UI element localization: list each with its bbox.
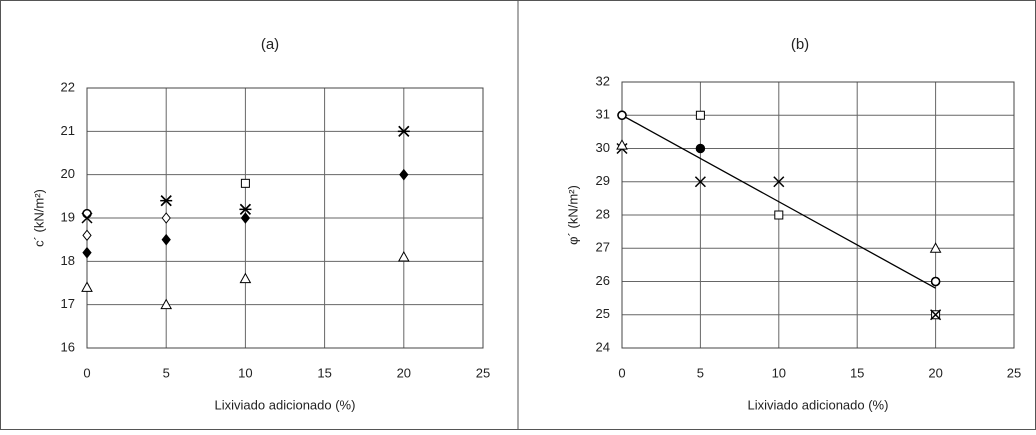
y-tick-label: 24: [596, 339, 610, 354]
data-point: [160, 298, 173, 310]
x-axis-label: Lixiviado adicionado (%): [748, 397, 889, 412]
data-point: [240, 212, 251, 224]
x-tick-label: 25: [476, 365, 490, 380]
x-tick-label: 15: [850, 365, 864, 380]
chart-title: (a): [261, 36, 279, 53]
y-tick-label: 31: [596, 107, 610, 122]
marker-part: [82, 246, 92, 259]
data-point: [397, 250, 410, 262]
data-point: [160, 195, 173, 207]
chart-title: (b): [791, 36, 809, 53]
x-tick-label: 20: [397, 365, 411, 380]
y-tick-label: 17: [61, 296, 75, 311]
marker-part: [160, 298, 173, 310]
y-tick-label: 28: [596, 206, 610, 221]
y-axis-label: φ´ (kN/m²): [565, 185, 580, 245]
y-tick-label: 19: [61, 209, 75, 224]
marker-part: [616, 139, 628, 150]
data-point: [161, 233, 171, 246]
y-tick-label: 20: [61, 166, 75, 181]
x-tick-label: 10: [772, 365, 786, 380]
data-point: [239, 272, 252, 284]
marker-part: [240, 212, 251, 224]
marker-part: [240, 178, 250, 188]
data-point: [930, 309, 942, 321]
y-tick-label: 26: [596, 273, 610, 288]
trend-line: [621, 114, 936, 289]
data-point: [774, 210, 784, 220]
data-point: [694, 176, 706, 188]
data-point: [695, 143, 706, 154]
x-tick-label: 10: [238, 365, 252, 380]
y-axis-label: c´ (kN/m²): [31, 189, 46, 247]
data-point: [239, 203, 252, 215]
data-point: [929, 242, 942, 253]
marker-part: [930, 309, 942, 321]
y-tick-label: 16: [61, 339, 75, 354]
y-tick-label: 32: [596, 73, 610, 88]
y-tick-label: 30: [596, 140, 610, 155]
marker-part: [695, 110, 705, 120]
x-tick-label: 5: [697, 365, 704, 380]
x-tick-label: 5: [163, 365, 170, 380]
data-point: [82, 246, 92, 259]
y-tick-label: 18: [61, 253, 75, 268]
data-point: [161, 212, 171, 224]
plot-frame: [621, 81, 1015, 349]
data-point: [82, 229, 92, 242]
data-point: [617, 110, 627, 120]
marker-part: [930, 276, 941, 287]
data-point: [240, 178, 250, 188]
y-tick-label: 27: [596, 240, 610, 255]
data-point: [616, 139, 628, 150]
marker-part: [397, 250, 410, 262]
marker-part: [82, 208, 92, 219]
marker-part: [239, 272, 252, 284]
marker-part: [774, 210, 784, 220]
marker-part: [773, 176, 785, 188]
x-tick-label: 0: [83, 365, 90, 380]
marker-part: [82, 229, 92, 242]
marker-part: [694, 176, 706, 188]
y-tick-label: 21: [61, 123, 75, 138]
data-point: [399, 168, 409, 181]
marker-part: [81, 212, 93, 224]
marker-part: [399, 168, 409, 181]
marker-part: [929, 242, 942, 253]
y-tick-label: 22: [61, 79, 75, 94]
data-point: [81, 212, 93, 224]
x-axis-label: Lixiviado adicionado (%): [215, 397, 356, 412]
data-point: [773, 176, 785, 188]
y-tick-label: 29: [596, 173, 610, 188]
marker-part: [81, 281, 93, 292]
x-tick-label: 25: [1007, 365, 1021, 380]
marker-part: [161, 233, 171, 246]
data-point: [82, 208, 92, 219]
data-point: [397, 125, 410, 137]
x-tick-label: 0: [618, 365, 625, 380]
x-tick-label: 15: [317, 365, 331, 380]
marker-part: [695, 143, 706, 154]
marker-part: [161, 212, 171, 224]
marker-part: [617, 110, 627, 120]
data-point: [695, 110, 705, 120]
x-tick-label: 20: [928, 365, 942, 380]
y-tick-label: 25: [596, 306, 610, 321]
data-point: [81, 281, 93, 292]
data-point: [930, 276, 941, 287]
